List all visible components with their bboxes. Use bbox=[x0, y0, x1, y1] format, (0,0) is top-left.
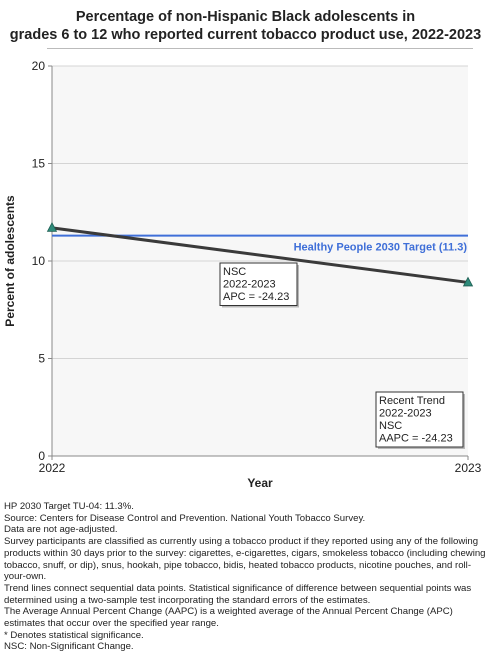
chart-title: Percentage of non-Hispanic Black adolesc… bbox=[0, 8, 491, 44]
chart-title-line-2: grades 6 to 12 who reported current toba… bbox=[9, 27, 482, 43]
chart-title-line-1: Percentage of non-Hispanic Black adolesc… bbox=[75, 9, 416, 25]
segment-annotation-box bbox=[219, 262, 298, 306]
line-chart: 0 5 10 15 20 2022 2023 Year Percent of adolescen… bbox=[3, 59, 482, 490]
trend-line bbox=[51, 226, 469, 284]
recent-trend-box-line: AAPC = -24.23 bbox=[379, 433, 453, 445]
x-tick-label: 2023 bbox=[455, 461, 482, 475]
note-nsc: NSC: Non-Significant Change. bbox=[4, 641, 134, 653]
recent-trend-box-line: 2022-2023 bbox=[379, 408, 432, 420]
recent-trend-box-line: NSC bbox=[379, 420, 402, 432]
note-trend-lines: Trend lines connect sequential data poin… bbox=[4, 582, 472, 606]
y-tick-label: 0 bbox=[38, 449, 45, 463]
y-tick-label: 5 bbox=[38, 352, 45, 366]
recent-trend-box-line: Recent Trend bbox=[379, 395, 445, 407]
segment-annotation-box-line: 2022-2023 bbox=[223, 279, 276, 291]
y-tick-label: 15 bbox=[32, 157, 46, 171]
target-label: Healthy People 2030 Target (11.3) bbox=[294, 242, 468, 254]
x-axis-title: Year bbox=[247, 476, 273, 490]
segment-annotation-box-line: NSC bbox=[223, 266, 246, 278]
segment-annotation-box-line: APC = -24.23 bbox=[223, 291, 289, 303]
note-significance: * Denotes statistical significance. bbox=[4, 629, 144, 641]
note-age-adjust: Data are not age-adjusted. bbox=[4, 524, 118, 536]
title-divider bbox=[47, 48, 473, 49]
y-axis-title: Percent of adolescents bbox=[3, 195, 17, 327]
chart-notes: HP 2030 Target TU-04: 11.3%. Source: Cen… bbox=[4, 501, 490, 653]
data-point-marker bbox=[462, 276, 474, 287]
note-target: HP 2030 Target TU-04: 11.3%. bbox=[4, 501, 134, 512]
recent-trend-box bbox=[375, 391, 464, 448]
note-source: Source: Centers for Disease Control and … bbox=[4, 512, 366, 524]
y-tick-label: 20 bbox=[32, 59, 46, 73]
data-point-marker bbox=[46, 221, 58, 232]
note-aapc: The Average Annual Percent Change (AAPC)… bbox=[4, 606, 453, 630]
x-tick-label: 2022 bbox=[39, 461, 66, 475]
y-tick-label: 10 bbox=[32, 254, 46, 268]
note-definition: Survey participants are classified as cu… bbox=[4, 536, 486, 583]
